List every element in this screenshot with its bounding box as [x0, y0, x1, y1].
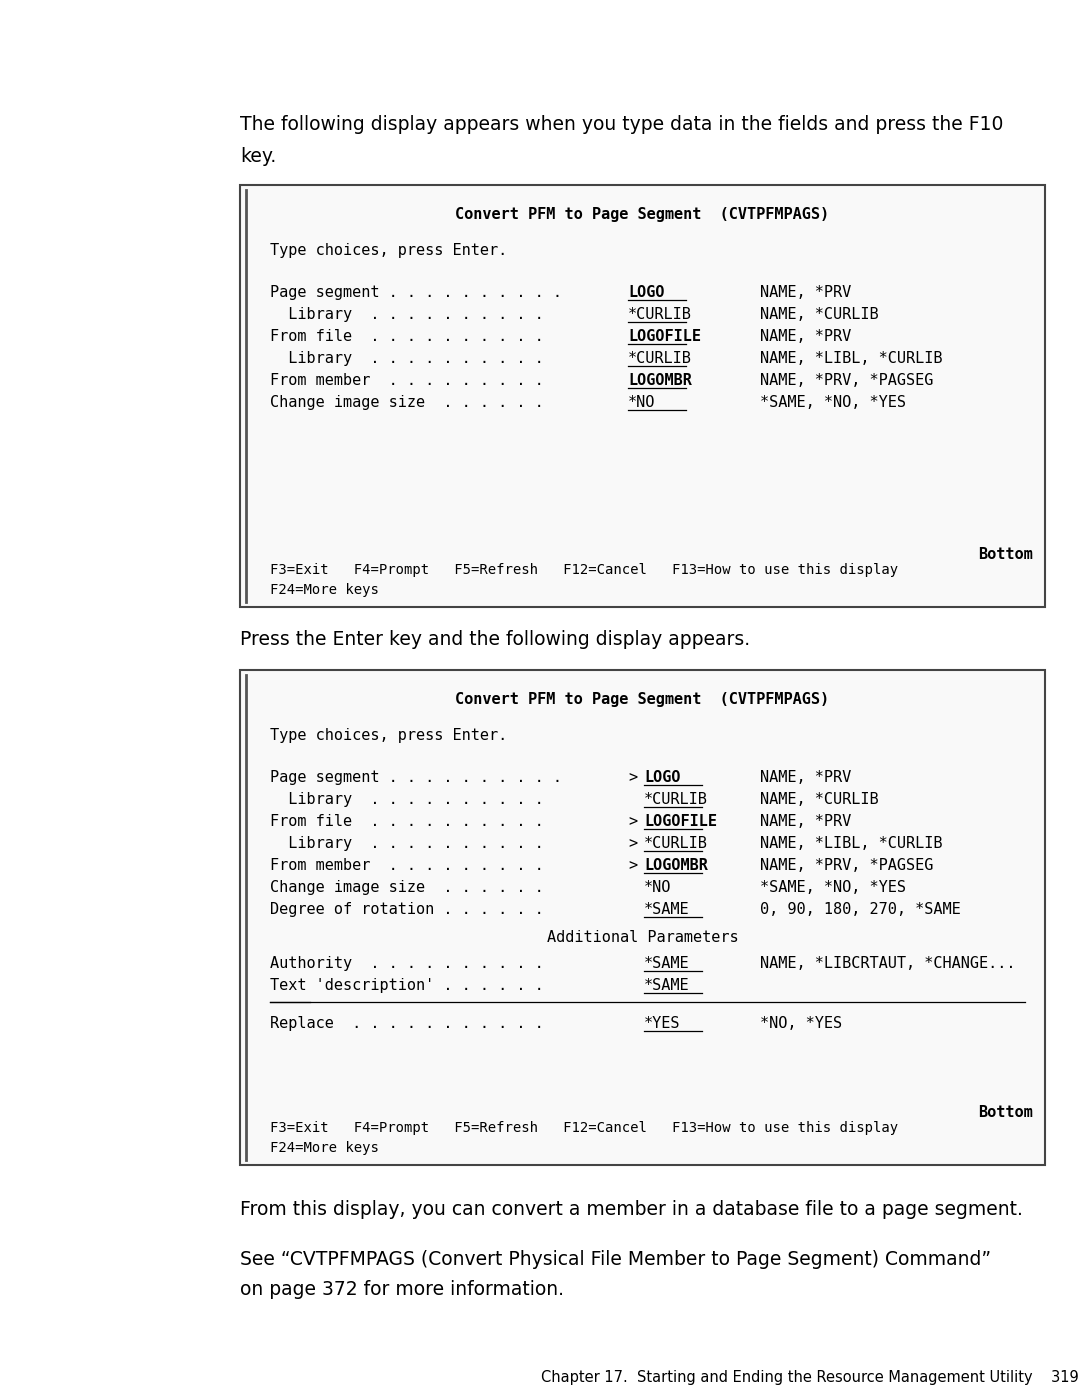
Text: Degree of rotation . . . . . .: Degree of rotation . . . . . . — [270, 902, 543, 916]
Text: Replace  . . . . . . . . . . .: Replace . . . . . . . . . . . — [270, 1016, 543, 1031]
Text: *SAME: *SAME — [644, 902, 690, 916]
Text: From member  . . . . . . . . .: From member . . . . . . . . . — [270, 858, 543, 873]
Text: Library  . . . . . . . . . .: Library . . . . . . . . . . — [270, 307, 543, 321]
Text: LOGOMBR: LOGOMBR — [627, 373, 692, 388]
Text: Type choices, press Enter.: Type choices, press Enter. — [270, 243, 508, 258]
Text: Library  . . . . . . . . . .: Library . . . . . . . . . . — [270, 351, 543, 366]
Text: Type choices, press Enter.: Type choices, press Enter. — [270, 728, 508, 743]
Text: Press the Enter key and the following display appears.: Press the Enter key and the following di… — [240, 630, 751, 650]
Text: Convert PFM to Page Segment  (CVTPFMPAGS): Convert PFM to Page Segment (CVTPFMPAGS) — [456, 207, 829, 222]
Text: NAME, *LIBL, *CURLIB: NAME, *LIBL, *CURLIB — [760, 351, 943, 366]
Text: *SAME: *SAME — [644, 978, 690, 993]
Text: NAME, *PRV: NAME, *PRV — [760, 770, 851, 785]
Text: See “CVTPFMPAGS (Convert Physical File Member to Page Segment) Command”: See “CVTPFMPAGS (Convert Physical File M… — [240, 1250, 991, 1268]
FancyBboxPatch shape — [240, 671, 1045, 1165]
Text: From member  . . . . . . . . .: From member . . . . . . . . . — [270, 373, 543, 388]
Text: Authority  . . . . . . . . . .: Authority . . . . . . . . . . — [270, 956, 543, 971]
Text: *CURLIB: *CURLIB — [627, 307, 692, 321]
Text: Additional Parameters: Additional Parameters — [546, 930, 739, 944]
Text: *NO, *YES: *NO, *YES — [760, 1016, 842, 1031]
Text: F3=Exit   F4=Prompt   F5=Refresh   F12=Cancel   F13=How to use this display: F3=Exit F4=Prompt F5=Refresh F12=Cancel … — [270, 563, 899, 577]
Text: *NO: *NO — [644, 880, 672, 895]
Text: LOGO: LOGO — [627, 285, 664, 300]
Text: NAME, *LIBL, *CURLIB: NAME, *LIBL, *CURLIB — [760, 835, 943, 851]
Text: The following display appears when you type data in the fields and press the F10: The following display appears when you t… — [240, 115, 1003, 134]
Text: >: > — [627, 814, 637, 828]
Text: >: > — [627, 835, 637, 851]
Text: NAME, *PRV, *PAGSEG: NAME, *PRV, *PAGSEG — [760, 858, 933, 873]
Text: Bottom: Bottom — [978, 1105, 1032, 1120]
Text: LOGOFILE: LOGOFILE — [644, 814, 717, 828]
Text: Library  . . . . . . . . . .: Library . . . . . . . . . . — [270, 835, 543, 851]
Text: *YES: *YES — [644, 1016, 680, 1031]
Text: NAME, *PRV, *PAGSEG: NAME, *PRV, *PAGSEG — [760, 373, 933, 388]
Text: Page segment . . . . . . . . . .: Page segment . . . . . . . . . . — [270, 770, 562, 785]
Text: >: > — [627, 858, 637, 873]
Text: *CURLIB: *CURLIB — [644, 792, 707, 807]
Text: NAME, *PRV: NAME, *PRV — [760, 814, 851, 828]
Text: F24=More keys: F24=More keys — [270, 1141, 379, 1155]
Text: LOGO: LOGO — [644, 770, 680, 785]
Text: Change image size  . . . . . .: Change image size . . . . . . — [270, 880, 543, 895]
Text: *CURLIB: *CURLIB — [627, 351, 692, 366]
Text: NAME, *PRV: NAME, *PRV — [760, 285, 851, 300]
Text: >: > — [627, 770, 637, 785]
Text: Bottom: Bottom — [978, 548, 1032, 562]
Text: key.: key. — [240, 147, 276, 166]
Text: Page segment . . . . . . . . . .: Page segment . . . . . . . . . . — [270, 285, 562, 300]
Text: Library  . . . . . . . . . .: Library . . . . . . . . . . — [270, 792, 543, 807]
Text: *NO: *NO — [627, 395, 656, 409]
Text: 0, 90, 180, 270, *SAME: 0, 90, 180, 270, *SAME — [760, 902, 961, 916]
Text: NAME, *LIBCRTAUT, *CHANGE...: NAME, *LIBCRTAUT, *CHANGE... — [760, 956, 1015, 971]
Text: LOGOFILE: LOGOFILE — [627, 330, 701, 344]
Text: NAME, *PRV: NAME, *PRV — [760, 330, 851, 344]
Text: *SAME: *SAME — [644, 956, 690, 971]
Text: *CURLIB: *CURLIB — [644, 835, 707, 851]
Text: Text 'description' . . . . . .: Text 'description' . . . . . . — [270, 978, 543, 993]
Text: From this display, you can convert a member in a database file to a page segment: From this display, you can convert a mem… — [240, 1200, 1023, 1220]
Text: *SAME, *NO, *YES: *SAME, *NO, *YES — [760, 395, 906, 409]
Text: F24=More keys: F24=More keys — [270, 583, 379, 597]
Text: F3=Exit   F4=Prompt   F5=Refresh   F12=Cancel   F13=How to use this display: F3=Exit F4=Prompt F5=Refresh F12=Cancel … — [270, 1120, 899, 1134]
Text: Chapter 17.  Starting and Ending the Resource Management Utility    319: Chapter 17. Starting and Ending the Reso… — [541, 1370, 1079, 1384]
Text: on page 372 for more information.: on page 372 for more information. — [240, 1280, 564, 1299]
Text: From file  . . . . . . . . . .: From file . . . . . . . . . . — [270, 814, 543, 828]
Text: *SAME, *NO, *YES: *SAME, *NO, *YES — [760, 880, 906, 895]
Text: NAME, *CURLIB: NAME, *CURLIB — [760, 792, 879, 807]
Text: LOGOMBR: LOGOMBR — [644, 858, 707, 873]
Text: Change image size  . . . . . .: Change image size . . . . . . — [270, 395, 543, 409]
FancyBboxPatch shape — [240, 184, 1045, 608]
Text: From file  . . . . . . . . . .: From file . . . . . . . . . . — [270, 330, 543, 344]
Text: Convert PFM to Page Segment  (CVTPFMPAGS): Convert PFM to Page Segment (CVTPFMPAGS) — [456, 692, 829, 707]
Text: NAME, *CURLIB: NAME, *CURLIB — [760, 307, 879, 321]
